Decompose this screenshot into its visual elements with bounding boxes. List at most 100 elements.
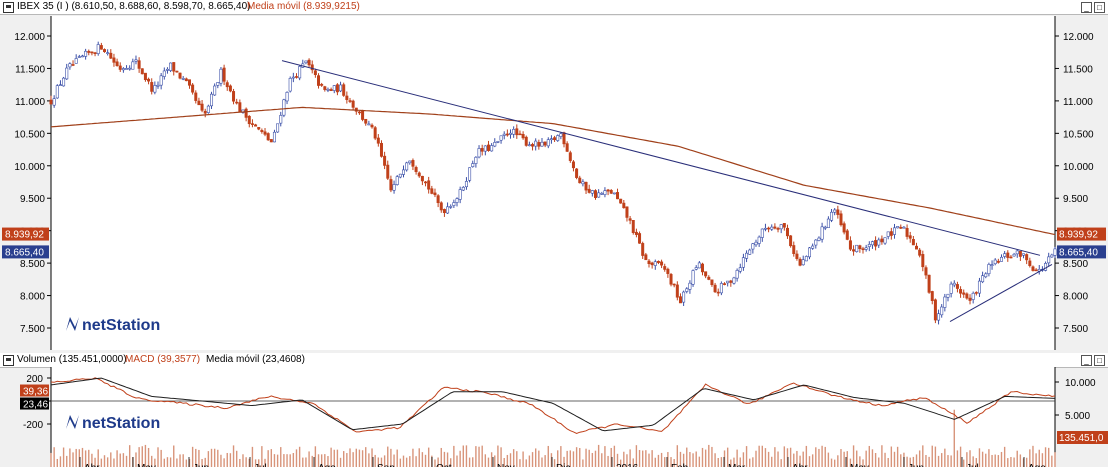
candle-body bbox=[754, 241, 758, 246]
y-tick-label-left: 12.000 bbox=[14, 32, 45, 43]
candle-body bbox=[496, 141, 500, 143]
candle-body bbox=[87, 50, 91, 53]
maximize-button[interactable]: □ bbox=[1094, 355, 1105, 366]
candle-body bbox=[379, 142, 383, 157]
candle-body bbox=[892, 227, 896, 235]
candle-body bbox=[631, 220, 635, 233]
candle-body bbox=[153, 85, 157, 93]
candle-body bbox=[247, 115, 251, 125]
candle-body bbox=[49, 99, 53, 105]
candle-body bbox=[131, 61, 135, 70]
candle-body bbox=[672, 283, 676, 286]
candle-body bbox=[128, 67, 132, 70]
candle-body bbox=[974, 292, 978, 294]
candle-body bbox=[408, 160, 412, 164]
candle-body bbox=[80, 55, 84, 58]
candle-body bbox=[99, 45, 103, 50]
candle-body bbox=[993, 259, 997, 265]
netstation-logo: netStation bbox=[66, 317, 160, 334]
candle-body bbox=[575, 168, 579, 178]
candle-body bbox=[194, 92, 198, 101]
macd-line bbox=[50, 377, 1056, 435]
price-panel-titlebar: IBEX 35 (I ) (8.610,50, 8.688,60, 8.598,… bbox=[0, 0, 1108, 15]
candle-body bbox=[1053, 248, 1057, 256]
candle-body bbox=[782, 223, 786, 228]
candle-body bbox=[1012, 253, 1016, 257]
macd-volume-chart: 2000-20010.0005.00039,3623,46135.451,0ne… bbox=[20, 367, 1108, 467]
candle-body bbox=[446, 206, 450, 214]
candle-body bbox=[848, 240, 852, 250]
netstation-logo-text: netStation bbox=[82, 317, 160, 334]
candle-body bbox=[257, 127, 261, 130]
minimize-button[interactable]: _ bbox=[1081, 355, 1092, 366]
candle-body bbox=[952, 282, 956, 286]
price-value-text: 8.665,40 bbox=[5, 247, 44, 258]
candle-body bbox=[266, 133, 270, 141]
maximize-button[interactable]: □ bbox=[1094, 2, 1105, 13]
candle-body bbox=[115, 61, 119, 67]
candle-body bbox=[263, 131, 267, 135]
candle-body bbox=[943, 296, 947, 308]
candle-body bbox=[870, 241, 874, 246]
candle-body bbox=[930, 291, 934, 301]
y-tick-label-left: 9.500 bbox=[20, 194, 45, 205]
candle-body bbox=[556, 135, 560, 141]
candle-body bbox=[760, 228, 764, 238]
candle-body bbox=[918, 249, 922, 256]
candle-body bbox=[244, 108, 248, 118]
macd-title: MACD (39,3577) bbox=[125, 354, 201, 365]
candle-body bbox=[235, 101, 239, 104]
candle-body bbox=[700, 263, 704, 273]
candle-body bbox=[225, 82, 229, 88]
x-axis-label: Sep bbox=[377, 463, 395, 467]
netstation-logo-icon bbox=[66, 415, 79, 429]
volume-bars bbox=[50, 409, 1056, 467]
candle-body bbox=[178, 72, 182, 79]
candle-body bbox=[398, 173, 402, 178]
candle-body bbox=[597, 192, 601, 198]
candle-body bbox=[940, 306, 944, 316]
candle-body bbox=[427, 180, 431, 190]
candle-body bbox=[971, 292, 975, 300]
candle-body bbox=[553, 137, 557, 141]
candle-body bbox=[200, 103, 204, 111]
candle-body bbox=[219, 68, 223, 84]
y-tick-label-left: 10.000 bbox=[14, 162, 45, 173]
y-tick-label-right: 7.500 bbox=[1063, 324, 1088, 335]
candle-body bbox=[515, 128, 519, 136]
netstation-logo: netStation bbox=[66, 415, 160, 432]
candle-body bbox=[571, 161, 575, 169]
candle-body bbox=[723, 283, 727, 285]
candle-body bbox=[537, 142, 541, 147]
x-axis-label: Abr bbox=[84, 463, 100, 467]
candle-body bbox=[874, 240, 878, 247]
candle-body bbox=[109, 52, 113, 59]
candle-body bbox=[1022, 253, 1026, 256]
candle-body bbox=[93, 52, 97, 55]
candle-body bbox=[464, 181, 468, 188]
price-value-badge-left bbox=[2, 245, 49, 259]
x-axis-label: Ago bbox=[318, 463, 336, 467]
candle-body bbox=[836, 209, 840, 215]
minimize-button[interactable]: _ bbox=[1081, 2, 1092, 13]
candle-body bbox=[483, 145, 487, 152]
candle-body bbox=[666, 268, 670, 274]
candle-body bbox=[291, 76, 295, 79]
candle-body bbox=[524, 136, 528, 146]
macd-tick-label: 200 bbox=[26, 374, 43, 385]
x-axis-label: Nov bbox=[497, 463, 515, 467]
candle-body bbox=[883, 237, 887, 244]
candle-body bbox=[927, 274, 931, 293]
candle-body bbox=[996, 260, 1000, 263]
candle-body bbox=[634, 231, 638, 235]
candle-body bbox=[55, 85, 59, 99]
candle-body bbox=[383, 155, 387, 166]
candle-body bbox=[789, 235, 793, 247]
macd-value-text: 39,36 bbox=[23, 387, 48, 398]
candle-body bbox=[748, 249, 752, 255]
candle-body bbox=[90, 51, 94, 54]
candle-body bbox=[442, 209, 446, 214]
candle-body bbox=[965, 293, 969, 299]
volume-value-badge bbox=[1057, 431, 1108, 444]
candle-body bbox=[880, 238, 884, 243]
